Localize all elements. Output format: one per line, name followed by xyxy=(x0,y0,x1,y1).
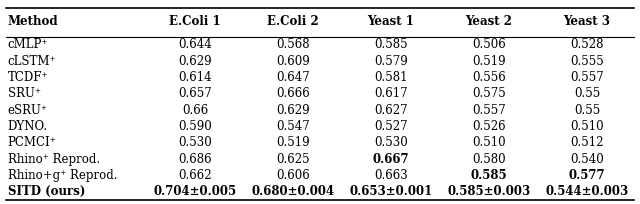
Text: 0.585: 0.585 xyxy=(470,169,508,182)
Text: 0.680±0.004: 0.680±0.004 xyxy=(252,185,335,198)
Text: 0.510: 0.510 xyxy=(472,136,506,149)
Text: 0.653±0.001: 0.653±0.001 xyxy=(349,185,433,198)
Text: 0.625: 0.625 xyxy=(276,153,310,166)
Text: 0.663: 0.663 xyxy=(374,169,408,182)
Text: 0.579: 0.579 xyxy=(374,55,408,68)
Text: 0.510: 0.510 xyxy=(570,120,604,133)
Text: DYNO.: DYNO. xyxy=(8,120,48,133)
Text: SRU⁺: SRU⁺ xyxy=(8,87,41,100)
Text: 0.512: 0.512 xyxy=(570,136,604,149)
Text: 0.617: 0.617 xyxy=(374,87,408,100)
Text: 0.575: 0.575 xyxy=(472,87,506,100)
Text: 0.686: 0.686 xyxy=(179,153,212,166)
Text: 0.519: 0.519 xyxy=(472,55,506,68)
Text: 0.590: 0.590 xyxy=(179,120,212,133)
Text: 0.580: 0.580 xyxy=(472,153,506,166)
Text: Rhino⁺ Reprod.: Rhino⁺ Reprod. xyxy=(8,153,100,166)
Text: E.Coli 1: E.Coli 1 xyxy=(170,15,221,28)
Text: 0.606: 0.606 xyxy=(276,169,310,182)
Text: 0.519: 0.519 xyxy=(276,136,310,149)
Text: 0.547: 0.547 xyxy=(276,120,310,133)
Text: 0.526: 0.526 xyxy=(472,120,506,133)
Text: 0.627: 0.627 xyxy=(374,104,408,117)
Text: Yeast 3: Yeast 3 xyxy=(563,15,611,28)
Text: 0.556: 0.556 xyxy=(472,71,506,84)
Text: 0.704±0.005: 0.704±0.005 xyxy=(154,185,237,198)
Text: 0.557: 0.557 xyxy=(472,104,506,117)
Text: cMLP⁺: cMLP⁺ xyxy=(8,38,48,51)
Text: 0.609: 0.609 xyxy=(276,55,310,68)
Text: 0.585: 0.585 xyxy=(374,38,408,51)
Text: 0.530: 0.530 xyxy=(179,136,212,149)
Text: 0.527: 0.527 xyxy=(374,120,408,133)
Text: 0.544±0.003: 0.544±0.003 xyxy=(545,185,628,198)
Text: 0.577: 0.577 xyxy=(568,169,605,182)
Text: SITD (ours): SITD (ours) xyxy=(8,185,85,198)
Text: Yeast 1: Yeast 1 xyxy=(367,15,415,28)
Text: PCMCI⁺: PCMCI⁺ xyxy=(8,136,56,149)
Text: E.Coli 2: E.Coli 2 xyxy=(268,15,319,28)
Text: 0.530: 0.530 xyxy=(374,136,408,149)
Text: 0.66: 0.66 xyxy=(182,104,209,117)
Text: eSRU⁺: eSRU⁺ xyxy=(8,104,47,117)
Text: Yeast 2: Yeast 2 xyxy=(465,15,513,28)
Text: 0.585±0.003: 0.585±0.003 xyxy=(447,185,531,198)
Text: Rhino+g⁺ Reprod.: Rhino+g⁺ Reprod. xyxy=(8,169,117,182)
Text: 0.614: 0.614 xyxy=(179,71,212,84)
Text: 0.629: 0.629 xyxy=(179,55,212,68)
Text: 0.629: 0.629 xyxy=(276,104,310,117)
Text: 0.55: 0.55 xyxy=(573,104,600,117)
Text: 0.667: 0.667 xyxy=(372,153,410,166)
Text: 0.644: 0.644 xyxy=(179,38,212,51)
Text: 0.528: 0.528 xyxy=(570,38,604,51)
Text: Method: Method xyxy=(8,15,58,28)
Text: 0.568: 0.568 xyxy=(276,38,310,51)
Text: cLSTM⁺: cLSTM⁺ xyxy=(8,55,56,68)
Text: 0.662: 0.662 xyxy=(179,169,212,182)
Text: TCDF⁺: TCDF⁺ xyxy=(8,71,48,84)
Text: 0.647: 0.647 xyxy=(276,71,310,84)
Text: 0.540: 0.540 xyxy=(570,153,604,166)
Text: 0.555: 0.555 xyxy=(570,55,604,68)
Text: 0.666: 0.666 xyxy=(276,87,310,100)
Text: 0.557: 0.557 xyxy=(570,71,604,84)
Text: 0.55: 0.55 xyxy=(573,87,600,100)
Text: 0.657: 0.657 xyxy=(179,87,212,100)
Text: 0.506: 0.506 xyxy=(472,38,506,51)
Text: 0.581: 0.581 xyxy=(374,71,408,84)
